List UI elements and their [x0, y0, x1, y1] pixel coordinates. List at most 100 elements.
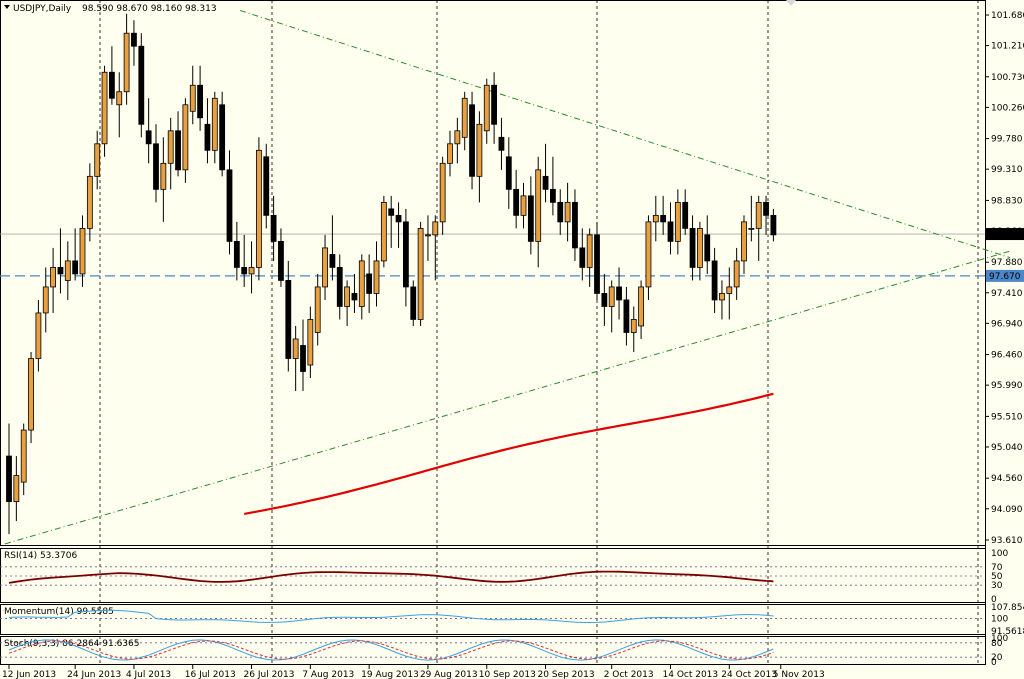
price-tick-label: 95.040: [991, 443, 1023, 453]
candle: [417, 221, 424, 326]
candle: [483, 78, 490, 144]
candle-body: [131, 32, 137, 47]
candle: [719, 280, 725, 320]
candle-body: [373, 260, 380, 294]
candle-body: [616, 286, 622, 301]
candle: [380, 195, 387, 268]
candle-body: [248, 267, 255, 275]
candle-body: [660, 214, 667, 223]
candle: [527, 176, 534, 255]
momentum-line: [8, 609, 774, 624]
date-tick-label: 24 Jun 2013: [67, 670, 121, 679]
candle-body: [79, 227, 86, 275]
date-tick-label: 26 Jul 2013: [244, 670, 295, 679]
chart-ohlc-label: 98.590 98.670 98.160 98.313: [82, 4, 217, 14]
candle-body: [579, 247, 586, 268]
candle-body: [116, 91, 123, 106]
candle: [366, 254, 373, 313]
candle-body: [572, 201, 578, 249]
candle: [123, 13, 130, 105]
candle: [410, 280, 417, 326]
scroll-marker-icon: [786, 0, 796, 6]
candle: [425, 215, 431, 261]
candle-body: [160, 162, 167, 190]
current-price-tag: 98.313: [989, 230, 1021, 240]
candle: [300, 319, 306, 392]
price-tick-label: 99.310: [991, 165, 1023, 175]
date-tick-label: 5 Nov 2013: [773, 670, 825, 679]
candle-body: [447, 143, 453, 164]
date-tick-label: 12 Jun 2013: [2, 670, 56, 679]
candle-body: [358, 260, 365, 307]
candle: [189, 65, 196, 125]
candle: [505, 137, 512, 209]
candle: [20, 423, 27, 496]
candle: [167, 117, 174, 190]
candle: [616, 267, 622, 320]
candle: [572, 189, 578, 261]
momentum-tick-label: 100: [991, 615, 1008, 625]
candle-body: [351, 293, 358, 301]
candle-body: [697, 227, 703, 268]
candle: [175, 111, 181, 177]
candle: [689, 215, 696, 281]
momentum-tick-label: 91.5618: [991, 627, 1024, 637]
candle: [28, 351, 34, 444]
candle-body: [564, 201, 571, 223]
candle: [557, 189, 564, 235]
candle-body: [770, 214, 777, 236]
candle: [469, 91, 475, 190]
candle-body: [35, 312, 42, 359]
candle-body: [226, 169, 233, 242]
candle-body: [366, 273, 373, 294]
main-panel-frame: [0, 0, 986, 546]
price-tick-label: 99.780: [991, 135, 1023, 145]
date-tick-label: 14 Oct 2013: [663, 670, 719, 679]
candle: [733, 247, 740, 300]
candle-body: [13, 475, 20, 503]
candle-body: [322, 247, 328, 288]
candle-body: [233, 240, 240, 268]
candle: [255, 137, 262, 281]
candle: [550, 156, 556, 216]
candle-body: [601, 293, 608, 307]
price-tick-label: 98.830: [991, 196, 1023, 206]
candle-body: [704, 234, 711, 262]
candle: [351, 273, 358, 313]
candle-body: [211, 97, 218, 151]
candle: [645, 215, 652, 300]
stoch-tick-label: 0: [991, 658, 997, 668]
candle: [109, 46, 115, 105]
date-tick-label: 29 Aug 2013: [420, 670, 478, 679]
candle-body: [410, 286, 417, 320]
candle-body: [402, 221, 409, 288]
rsi-title: RSI(14) 53.3706: [4, 551, 77, 561]
candle-body: [72, 260, 79, 275]
candle-body: [755, 201, 762, 229]
candle: [748, 195, 755, 242]
candle-body: [388, 208, 395, 216]
candle-body: [505, 156, 512, 190]
momentum-tick-label: 107.854: [991, 603, 1024, 613]
candle-body: [145, 130, 152, 145]
candle-body: [733, 260, 740, 288]
candle-body: [285, 280, 292, 359]
candle: [241, 234, 248, 287]
candle: [145, 98, 152, 164]
candle-body: [380, 201, 387, 262]
candle: [270, 195, 277, 261]
candle-body: [175, 130, 181, 171]
candle-body: [454, 130, 461, 145]
candle-body: [64, 260, 71, 281]
candle-body: [300, 345, 306, 372]
candle-body: [461, 97, 468, 138]
candle-body: [586, 234, 593, 268]
candle: [535, 156, 542, 268]
candle: [336, 254, 343, 320]
candle: [263, 143, 270, 229]
momentum-title: Momentum(14) 99.5585: [4, 607, 114, 617]
rsi-tick-label: 50: [991, 572, 1003, 582]
candle: [94, 130, 101, 190]
date-tick-label: 10 Sep 2013: [479, 670, 536, 679]
